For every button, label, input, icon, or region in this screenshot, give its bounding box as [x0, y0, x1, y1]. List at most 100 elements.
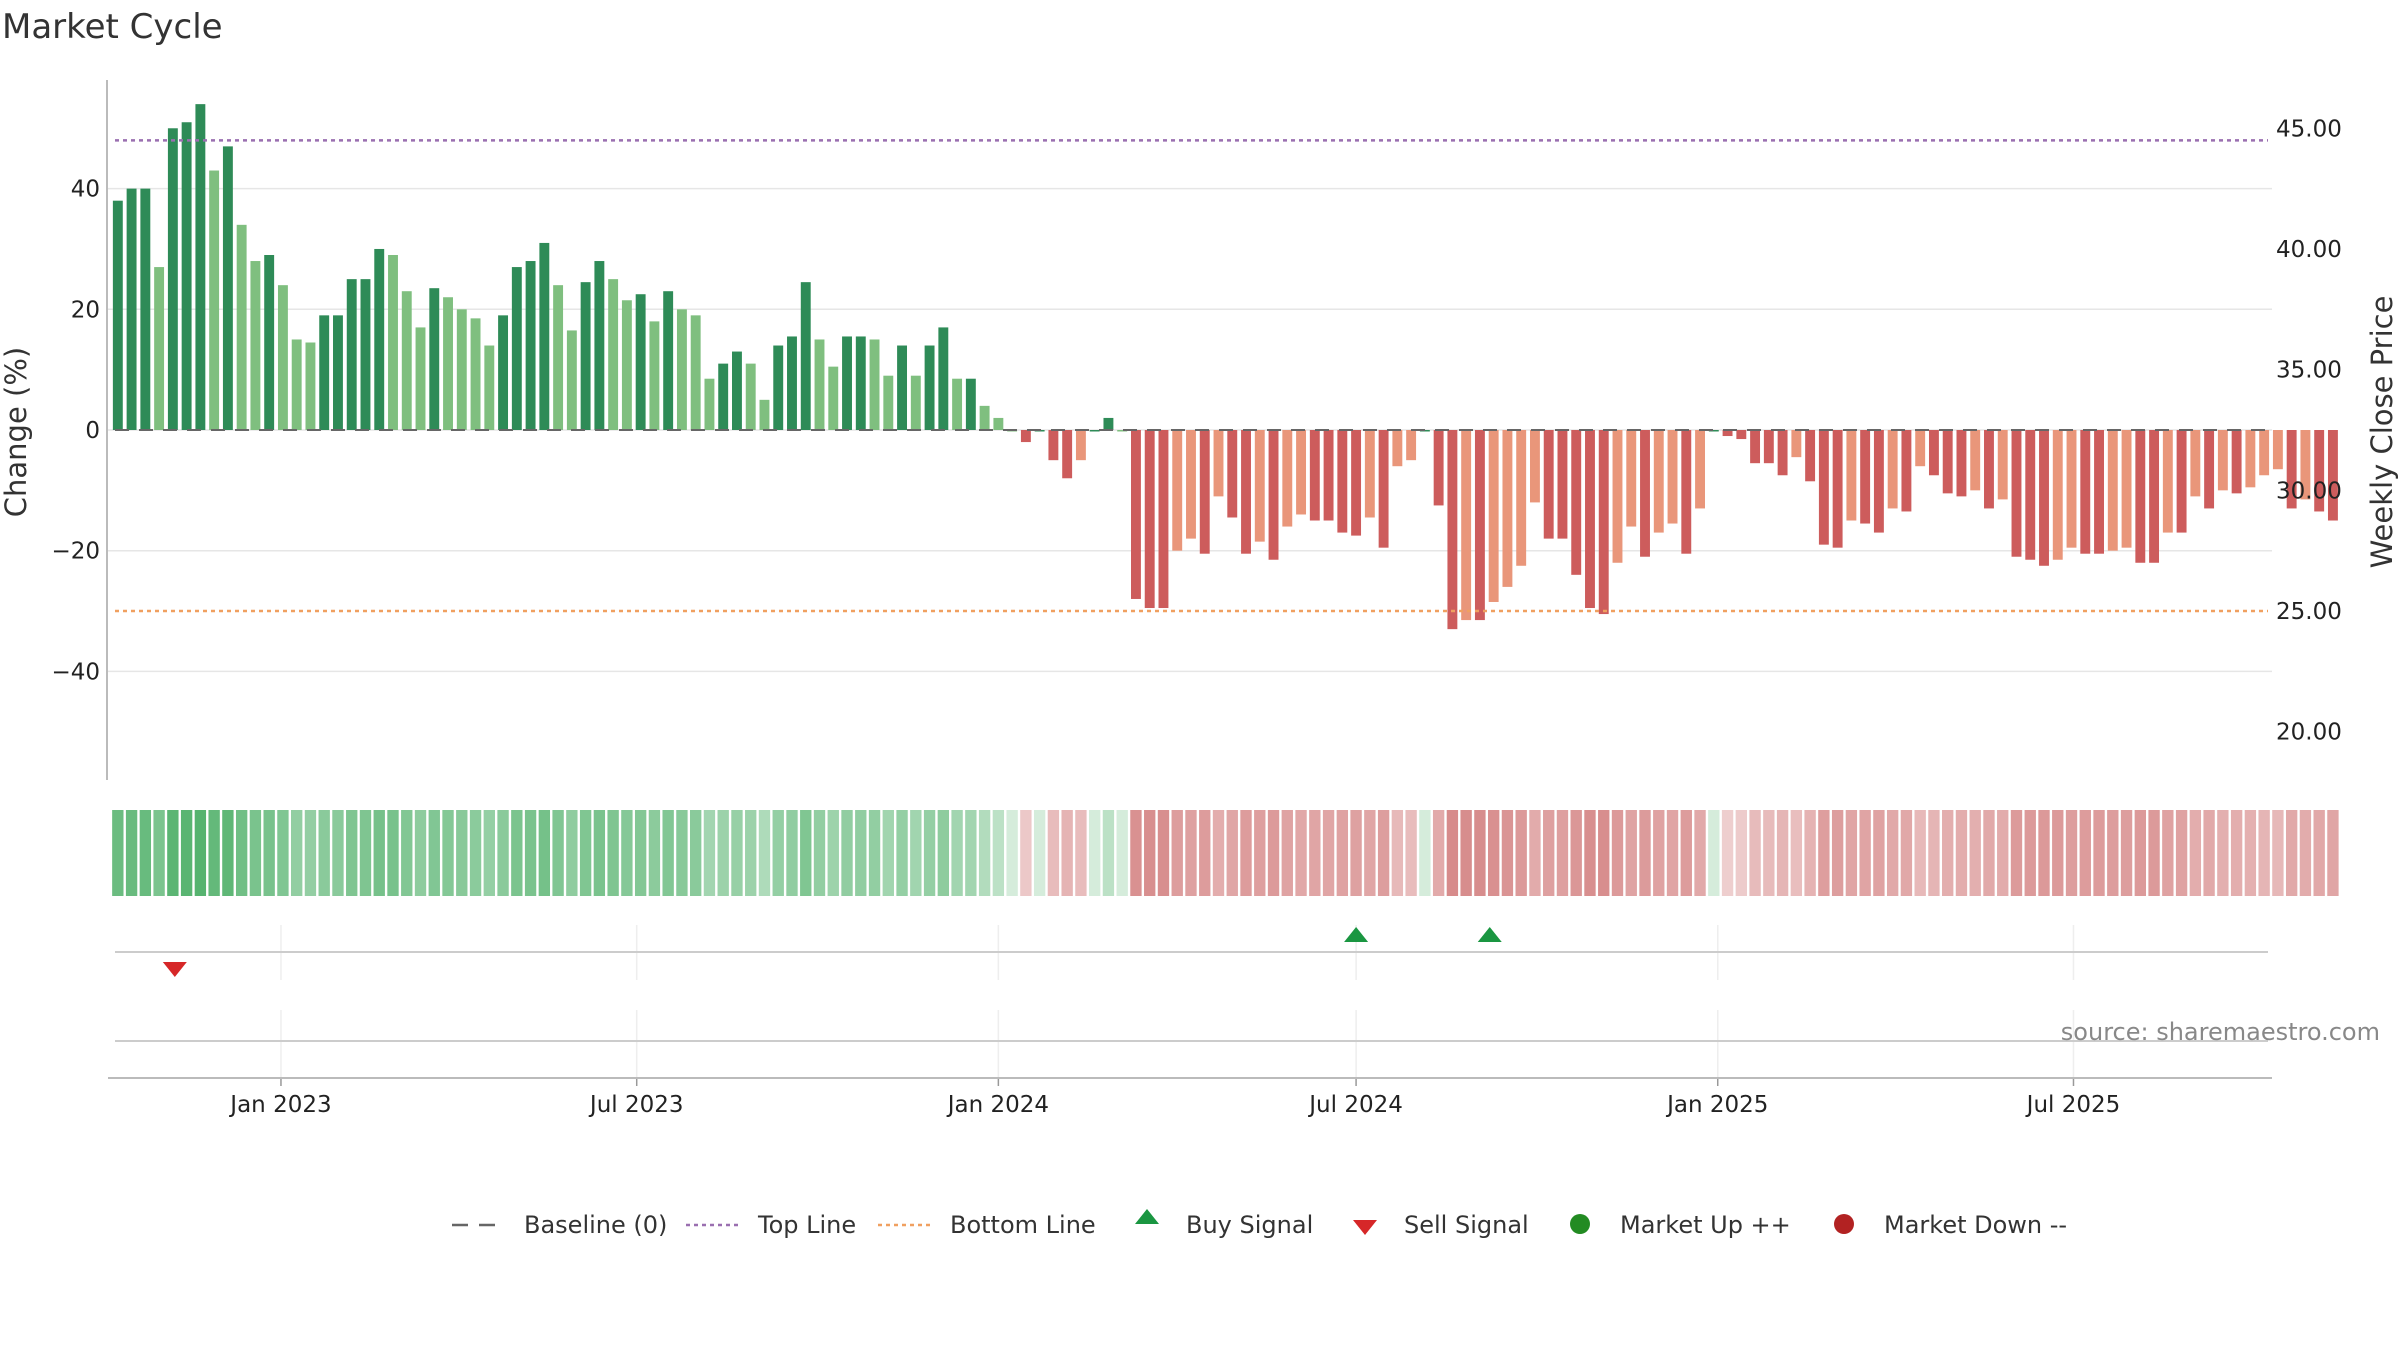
legend-label: Bottom Line [950, 1211, 1096, 1239]
chart-title: Market Cycle [2, 7, 223, 47]
bar [1020, 430, 1031, 443]
strip-cell [1020, 810, 1032, 896]
bar [1117, 430, 1128, 432]
legend-swatch [1353, 1220, 1377, 1235]
strip-cell [2134, 810, 2146, 896]
strip-cell [786, 810, 798, 896]
bar [222, 146, 233, 430]
bar [1433, 430, 1444, 506]
strip-cell [235, 810, 248, 896]
bar [2245, 430, 2256, 488]
bar [773, 345, 784, 430]
strip-cell [1763, 810, 1775, 896]
bar [2066, 430, 2077, 548]
strip-cell [1047, 810, 1060, 896]
strip-cell [882, 810, 894, 896]
strip-cell [125, 810, 138, 896]
bar [566, 330, 577, 430]
strip-cell [662, 810, 674, 896]
bar [195, 104, 206, 430]
x-tick-label: Jan 2023 [228, 1092, 331, 1118]
legend-label: Top Line [757, 1211, 856, 1239]
bar [608, 279, 619, 430]
strip-cell [180, 810, 193, 896]
y-tick-label: 20 [71, 297, 100, 323]
legend-label: Buy Signal [1186, 1211, 1313, 1239]
bar [1832, 430, 1843, 548]
bar [2135, 430, 2146, 563]
bar [1626, 430, 1637, 527]
strip-cell [731, 810, 743, 896]
strip-cell [414, 810, 427, 896]
bar [2149, 430, 2160, 563]
bar [594, 261, 605, 430]
bar [277, 285, 288, 430]
bar [1956, 430, 1967, 497]
strip-cell [1680, 810, 1692, 896]
bar [126, 188, 137, 430]
strip-cell [703, 810, 716, 896]
bar [1241, 430, 1251, 554]
strip-cell [524, 810, 537, 896]
strip-cell [2189, 810, 2202, 896]
bar [2011, 430, 2022, 557]
bar [305, 342, 316, 430]
bar [2162, 430, 2173, 533]
strip-cell [1391, 810, 1404, 896]
bar [388, 255, 398, 430]
bar [979, 405, 990, 430]
bar [1708, 430, 1719, 432]
bar [635, 294, 646, 430]
bar [1474, 430, 1485, 621]
bar [1351, 430, 1362, 536]
bar [1681, 430, 1692, 554]
strip-cell [717, 810, 729, 896]
bar [1695, 430, 1705, 509]
strip-cell [359, 810, 372, 896]
strip-cell [868, 810, 881, 896]
bar [2204, 430, 2215, 509]
strip-cell [951, 810, 963, 896]
strip-cell [855, 810, 867, 896]
bar [965, 378, 976, 430]
strip-cell [1199, 810, 1211, 896]
bar [1062, 430, 1073, 479]
bar [897, 345, 908, 430]
strip-cell [1900, 810, 1913, 896]
strip-cell [896, 810, 908, 896]
strip-cell [1859, 810, 1871, 896]
strip-cell [978, 810, 991, 896]
bar [1860, 430, 1871, 524]
bar [1598, 430, 1609, 615]
strip-cell [1598, 810, 1610, 896]
bar [1447, 430, 1458, 630]
bar [1777, 430, 1788, 476]
strip-cell [690, 810, 702, 896]
bar [787, 336, 797, 430]
strip-cell [965, 810, 977, 896]
bar [154, 267, 165, 430]
strip-cell [2038, 810, 2050, 896]
bar [1928, 430, 1939, 476]
strip-cell [841, 810, 853, 896]
strip-cell [1309, 810, 1321, 896]
bar [1254, 430, 1265, 542]
bar [2300, 430, 2311, 500]
bar [1984, 430, 1994, 509]
bar [1873, 430, 1884, 533]
bar [1378, 430, 1389, 548]
strip-cell [2285, 810, 2298, 896]
bar [1337, 430, 1348, 533]
strip-cell [318, 810, 330, 896]
strip-cell [800, 810, 812, 896]
strip-cell [566, 810, 578, 896]
strip-cell [497, 810, 509, 896]
bar [1461, 430, 1472, 621]
bar [1516, 430, 1527, 566]
y-tick-label: −40 [51, 659, 100, 685]
strip-cell [1873, 810, 1885, 896]
strip-cell [442, 810, 454, 896]
strip-cell [1075, 810, 1087, 896]
strip-cell [511, 810, 523, 896]
